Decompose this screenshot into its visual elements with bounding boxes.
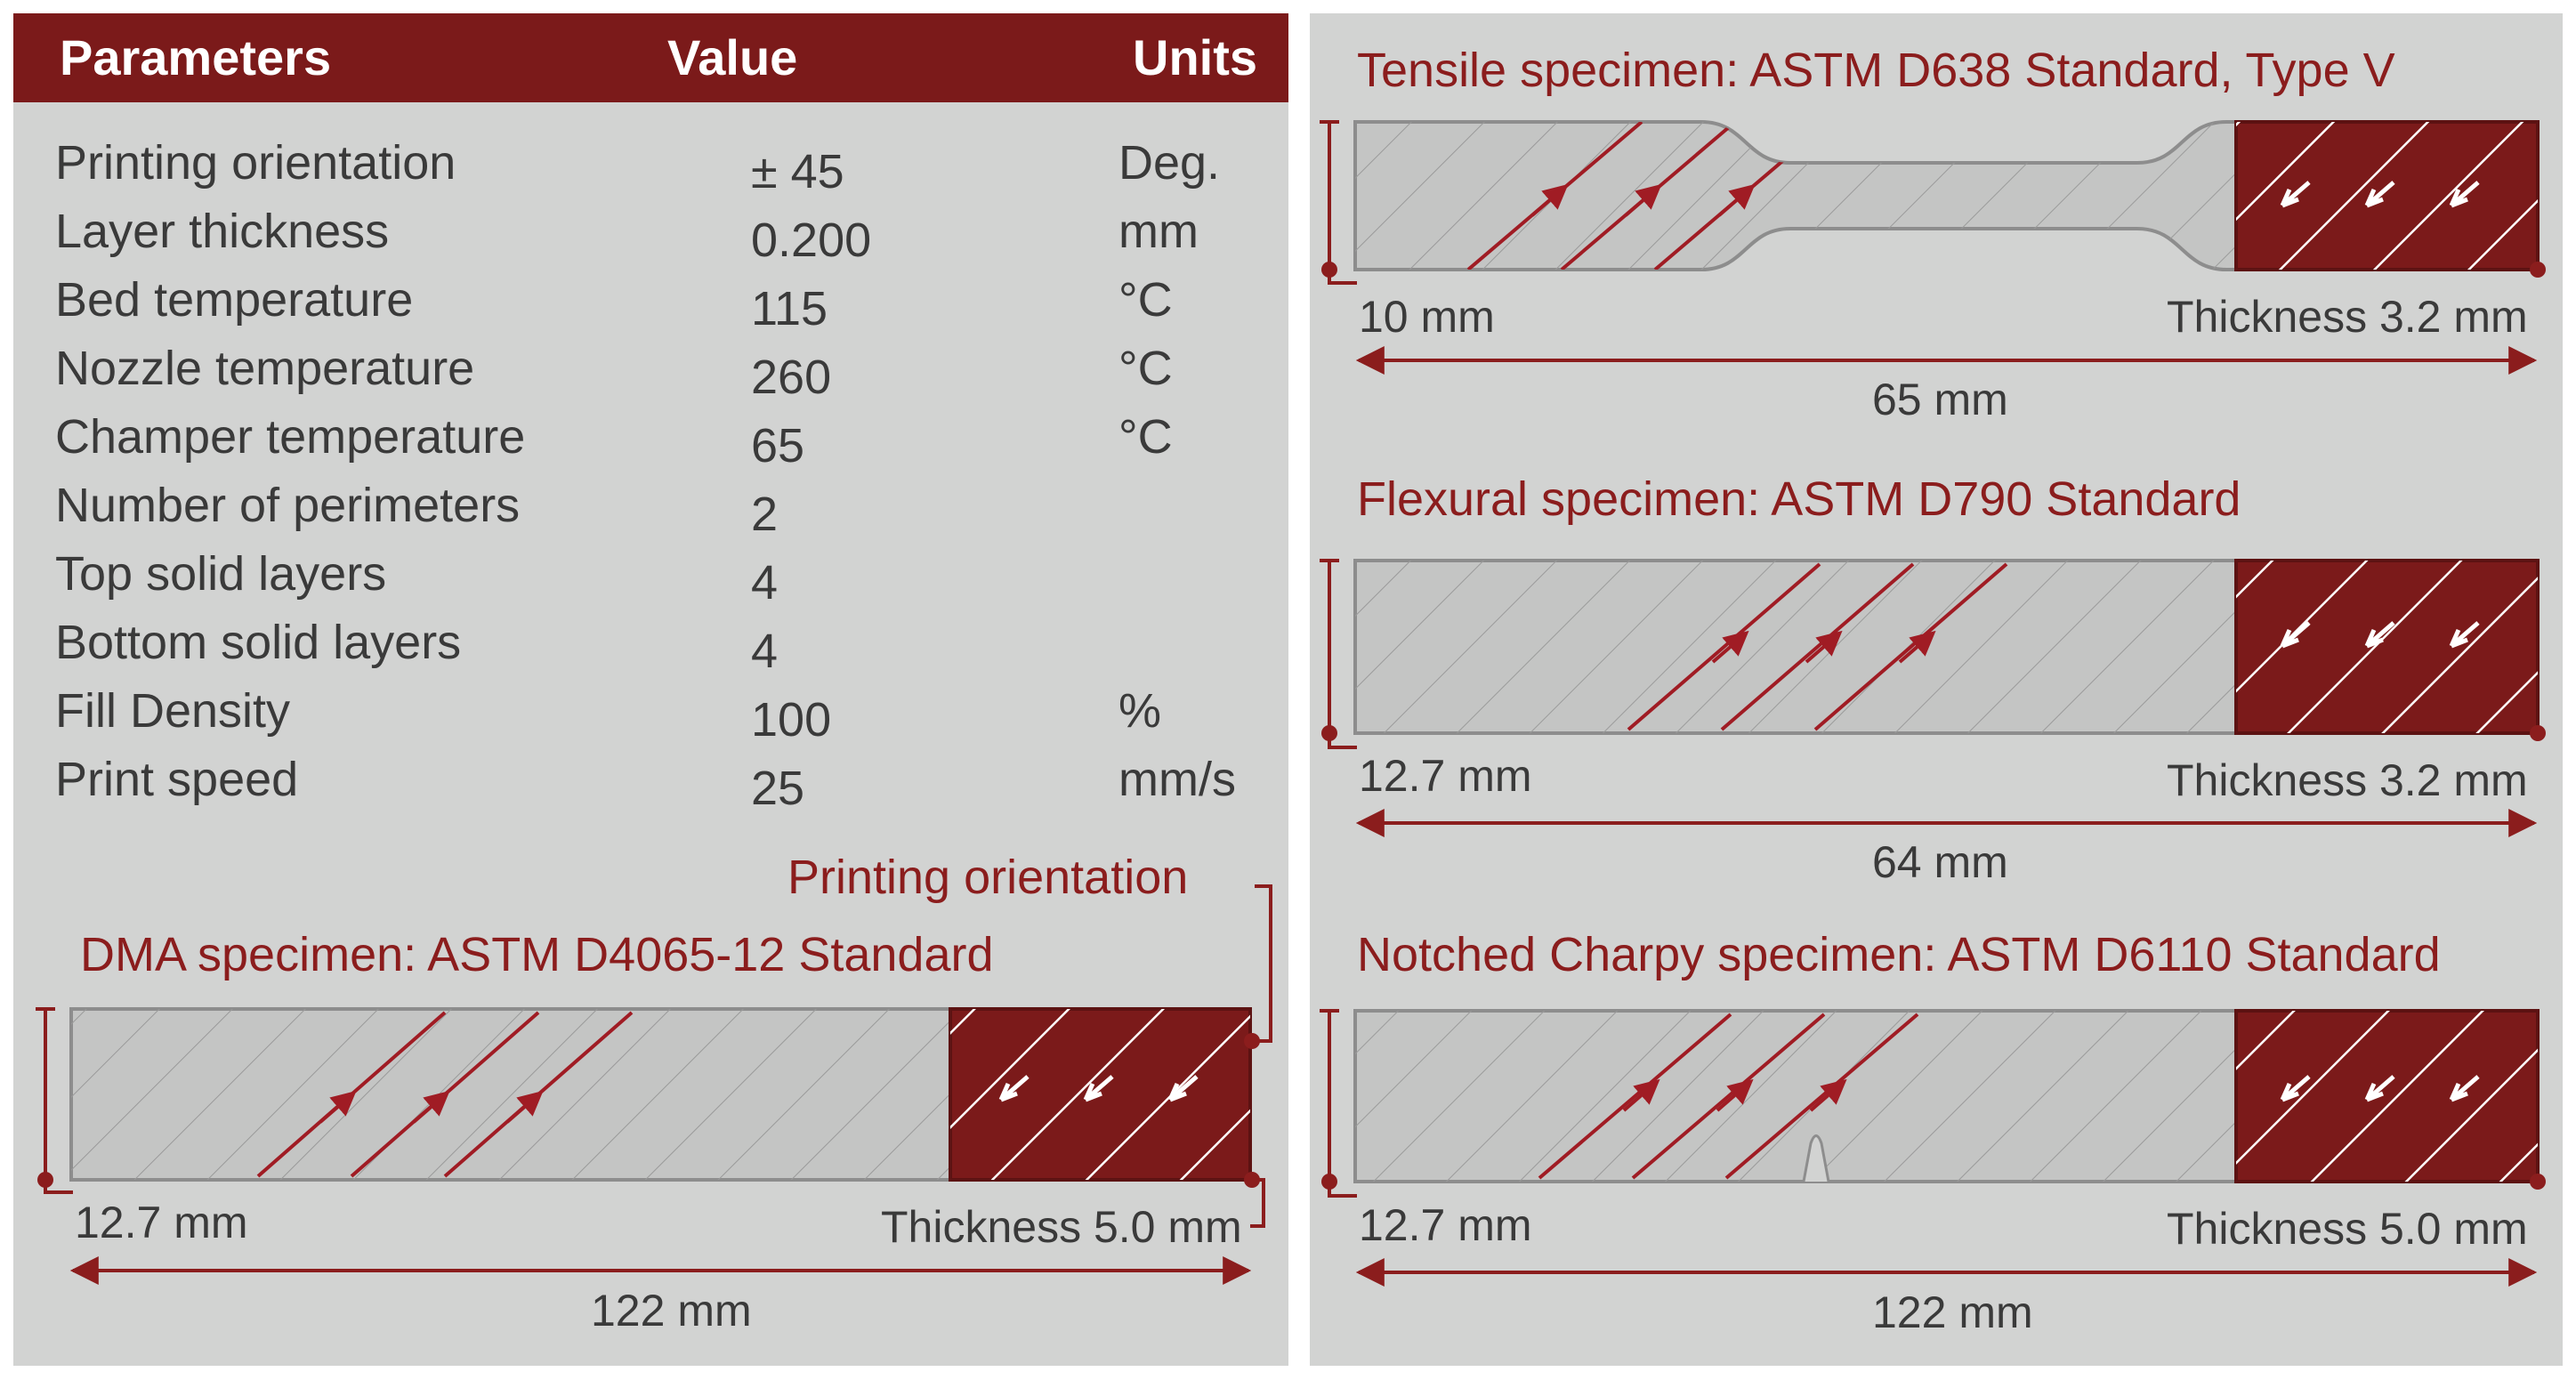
parameter-value: 115 xyxy=(751,282,828,335)
tensile-width-label: 10 mm xyxy=(1359,292,1495,342)
charpy-width-label: 12.7 mm xyxy=(1359,1200,1532,1250)
charpy-thickness-label: Thickness 5.0 mm xyxy=(2167,1204,2528,1254)
table-row: Fill Density 100 % xyxy=(13,683,1288,753)
parameter-units: °C xyxy=(1118,342,1173,395)
dma-specimen xyxy=(36,884,1272,1285)
parameter-name: Bed temperature xyxy=(55,273,414,327)
table-row: Bed temperature 115 °C xyxy=(13,272,1288,342)
parameter-value: 25 xyxy=(751,762,805,815)
charpy-length-label: 122 mm xyxy=(1872,1287,2033,1337)
parameter-name: Champer temperature xyxy=(55,410,526,464)
parameter-name: Layer thickness xyxy=(55,205,390,258)
table-row: Layer thickness 0.200 mm xyxy=(13,204,1288,273)
parameter-value: 65 xyxy=(751,419,805,472)
parameter-units: mm xyxy=(1118,205,1199,258)
table-row: Print speed 25 mm/s xyxy=(13,752,1288,821)
parameter-units: Deg. xyxy=(1118,136,1221,190)
flexural-length-label: 64 mm xyxy=(1872,837,2008,887)
parameter-name: Fill Density xyxy=(55,684,291,738)
parameter-value: 100 xyxy=(751,693,832,746)
parameter-name: Top solid layers xyxy=(55,547,387,601)
tensile-thickness-label: Thickness 3.2 mm xyxy=(2167,292,2528,342)
parameter-units: °C xyxy=(1118,410,1173,464)
flexural-title: Flexural specimen: ASTM D790 Standard xyxy=(1357,472,2241,526)
parameter-value: 4 xyxy=(751,625,779,678)
header-units: Units xyxy=(1133,29,1257,85)
parameter-value: 0.200 xyxy=(751,214,872,267)
table-row: Number of perimeters 2 xyxy=(13,478,1288,547)
parameter-name: Bottom solid layers xyxy=(55,616,462,669)
table-row: Bottom solid layers 4 xyxy=(13,615,1288,684)
parameter-units: °C xyxy=(1118,273,1173,327)
parameter-units: % xyxy=(1118,684,1162,738)
notch xyxy=(1802,1134,1830,1182)
flexural-thickness-label: Thickness 3.2 mm xyxy=(2167,755,2528,805)
table-header: Parameters Value Units xyxy=(13,13,1288,102)
parameter-value: 4 xyxy=(751,556,779,609)
parameter-name: Printing orientation xyxy=(55,136,456,190)
table-row: Top solid layers 4 xyxy=(13,546,1288,616)
parameter-name: Print speed xyxy=(55,753,299,806)
charpy-specimen xyxy=(1320,1009,2546,1287)
parameter-name: Nozzle temperature xyxy=(55,342,475,395)
tensile-title: Tensile specimen: ASTM D638 Standard, Ty… xyxy=(1357,44,2395,97)
table-row: Champer temperature 65 °C xyxy=(13,409,1288,479)
header-parameters: Parameters xyxy=(60,29,332,85)
flexural-width-label: 12.7 mm xyxy=(1359,751,1532,801)
dma-width-label: 12.7 mm xyxy=(75,1198,248,1247)
dma-title: DMA specimen: ASTM D4065-12 Standard xyxy=(80,928,994,981)
parameter-value: 260 xyxy=(751,351,832,404)
parameter-name: Number of perimeters xyxy=(55,479,521,532)
dma-thickness-label: Thickness 5.0 mm xyxy=(881,1202,1242,1252)
table-row: Printing orientation ± 45 Deg. xyxy=(13,135,1288,205)
dma-length-label: 122 mm xyxy=(591,1286,752,1336)
charpy-title: Notched Charpy specimen: ASTM D6110 Stan… xyxy=(1357,928,2441,981)
parameter-units: mm/s xyxy=(1118,753,1236,806)
flexural-specimen xyxy=(1320,559,2546,837)
tensile-length-label: 65 mm xyxy=(1872,375,2008,424)
printing-orientation-label: Printing orientation xyxy=(787,851,1189,904)
parameter-value: ± 45 xyxy=(751,145,844,198)
table-row: Nozzle temperature 260 °C xyxy=(13,341,1288,410)
parameter-value: 2 xyxy=(751,488,779,541)
header-value: Value xyxy=(667,29,798,85)
